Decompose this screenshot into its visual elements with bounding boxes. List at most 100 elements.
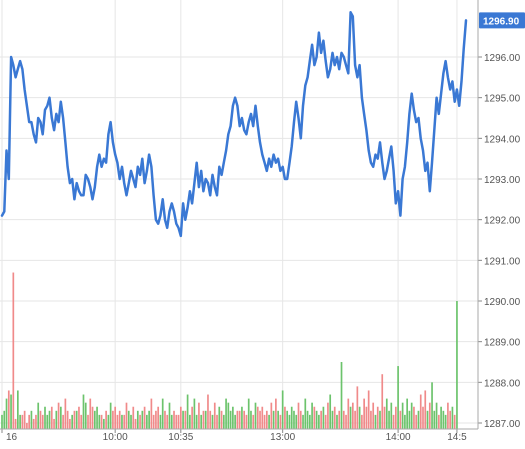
x-tick-label: 10:35 <box>168 432 193 443</box>
volume-bar <box>195 414 198 429</box>
volume-bar <box>306 410 309 429</box>
volume-bar <box>428 402 431 429</box>
volume-bar <box>358 406 361 429</box>
volume-bar <box>130 414 132 429</box>
volume-bar <box>125 402 128 429</box>
volume-bar <box>361 414 363 429</box>
volume-bar <box>23 410 26 429</box>
volume-bar <box>338 410 341 429</box>
x-tick-label: 10:00 <box>103 432 128 443</box>
volume-bar <box>333 406 336 429</box>
volume-bar <box>252 414 255 429</box>
volume-bar <box>164 410 166 429</box>
volume-bar <box>431 382 433 429</box>
volume-bar <box>220 410 223 429</box>
y-tick-label: 1289.00 <box>484 338 521 349</box>
volume-bar <box>50 406 53 429</box>
volume-bar <box>71 414 74 429</box>
volume-bar <box>392 414 395 429</box>
volume-bar <box>10 394 12 429</box>
volume-bar <box>213 402 216 429</box>
volume-bar <box>241 406 243 429</box>
volume-bar <box>75 410 78 429</box>
volume-bar <box>57 402 60 429</box>
volume-bar <box>336 414 338 429</box>
volume-bar <box>440 406 442 429</box>
volume-bar <box>349 406 352 429</box>
x-tick-label: 14:5 <box>447 432 467 443</box>
volume-bar <box>118 410 121 429</box>
volume-bar <box>370 410 372 429</box>
volume-bar <box>356 386 359 429</box>
y-tick-label: 1293.00 <box>484 175 521 186</box>
volume-bar <box>96 406 98 429</box>
volume-bar <box>354 410 356 429</box>
volume-bar <box>32 418 35 429</box>
volume-bar <box>218 406 221 429</box>
volume-bar <box>275 398 277 429</box>
volume-bar <box>132 406 135 429</box>
volume-bar <box>12 272 15 429</box>
volume-bars <box>1 272 458 429</box>
volume-bar <box>170 414 173 429</box>
volume-bar <box>404 414 406 429</box>
volume-bar <box>281 390 284 429</box>
volume-bar <box>444 414 447 429</box>
volume-bar <box>390 402 393 429</box>
volume-bar <box>451 406 454 429</box>
volume-bar <box>182 410 184 429</box>
volume-bar <box>177 414 180 429</box>
x-tick-label: 16 <box>6 432 18 443</box>
volume-bar <box>175 414 178 429</box>
volume-bar <box>191 406 193 429</box>
volume-bar <box>272 410 275 429</box>
volume-bar <box>100 414 103 429</box>
volume-bar <box>35 414 37 429</box>
volume-bar <box>112 410 114 429</box>
volume-bar <box>388 410 390 429</box>
volume-bar <box>394 406 397 429</box>
volume-bar <box>80 414 83 429</box>
volume-bar <box>397 366 399 429</box>
volume-bar <box>365 406 368 429</box>
volume-bar <box>193 398 196 429</box>
volume-bar <box>179 406 182 429</box>
volume-bar <box>227 402 230 429</box>
volume-bar <box>256 406 259 429</box>
volume-bar <box>277 410 279 429</box>
volume-bar <box>308 414 311 429</box>
volume-bar <box>329 394 332 429</box>
volume-bar <box>351 402 354 429</box>
volume-bar <box>84 402 87 429</box>
volume-bar <box>7 390 10 429</box>
volume-bar <box>62 414 64 429</box>
volume-bar <box>320 410 322 429</box>
volume-bar <box>173 410 175 429</box>
volume-bar <box>148 410 150 429</box>
volume-bar <box>322 406 325 429</box>
volume-bar <box>139 414 141 429</box>
last-price-badge <box>479 12 525 29</box>
volume-bar <box>109 402 112 429</box>
volume-bar <box>304 398 307 429</box>
volume-bar <box>141 410 144 429</box>
volume-bar <box>107 414 110 429</box>
volume-bar <box>342 410 345 429</box>
volume-bar <box>28 414 31 429</box>
volume-bar <box>299 410 302 429</box>
volume-bar <box>406 398 408 429</box>
volume-bar <box>21 414 24 429</box>
volume-bar <box>331 410 334 429</box>
volume-bar <box>30 410 33 429</box>
volume-bar <box>288 414 291 429</box>
volume-bar <box>254 402 257 429</box>
volume-bar <box>114 406 117 429</box>
volume-bar <box>447 402 449 429</box>
volume-bar <box>247 398 250 429</box>
volume-bar <box>435 402 438 429</box>
volume-bar <box>297 402 300 429</box>
volume-bar <box>82 394 85 429</box>
volume-bar <box>53 418 55 429</box>
volume-bar <box>155 410 157 429</box>
